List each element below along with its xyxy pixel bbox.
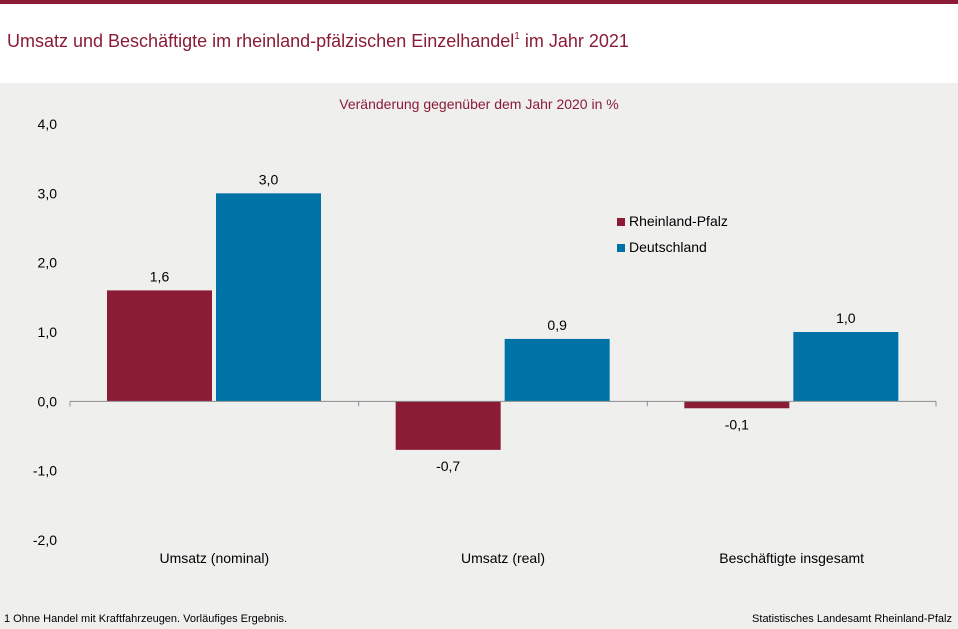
y-tick-label: 1,0 xyxy=(38,324,58,340)
footnote: 1 Ohne Handel mit Kraftfahrzeugen. Vorlä… xyxy=(4,613,288,625)
top-accent-rule xyxy=(0,0,958,4)
category-label: Umsatz (nominal) xyxy=(159,550,269,566)
bar xyxy=(216,193,321,402)
legend-label: Rheinland-Pfalz xyxy=(629,213,728,229)
data-label: -0,1 xyxy=(725,416,749,432)
chart-subtitle: Veränderung gegenüber dem Jahr 2020 in % xyxy=(339,96,619,112)
data-label: 0,9 xyxy=(547,317,567,333)
data-label: 3,0 xyxy=(259,171,279,187)
header-gap xyxy=(0,73,958,83)
chart-title: Umsatz und Beschäftigte im rheinland-pfä… xyxy=(7,31,629,52)
y-tick-label: -2,0 xyxy=(33,532,57,548)
y-tick-label: 2,0 xyxy=(38,255,58,271)
y-tick-label: 3,0 xyxy=(38,185,58,201)
chart-title-text: Umsatz und Beschäftigte im rheinland-pfä… xyxy=(7,31,515,51)
bar xyxy=(107,290,212,402)
bar xyxy=(504,338,610,402)
bar xyxy=(793,332,899,402)
data-label: 1,6 xyxy=(150,268,170,284)
header-bar: Umsatz und Beschäftigte im rheinland-pfä… xyxy=(0,4,958,73)
legend-swatch xyxy=(617,244,625,252)
chart-title-suffix: im Jahr 2021 xyxy=(519,31,629,51)
data-label: -0,7 xyxy=(436,458,460,474)
legend-label: Deutschland xyxy=(629,239,707,255)
y-tick-label: 4,0 xyxy=(38,116,58,132)
bar xyxy=(395,401,501,450)
data-label: 1,0 xyxy=(836,310,856,326)
y-tick-label: -1,0 xyxy=(33,463,57,479)
category-label: Umsatz (real) xyxy=(461,550,545,566)
category-label: Beschäftigte insgesamt xyxy=(719,550,864,566)
source-credit: Statistisches Landesamt Rheinland-Pfalz xyxy=(752,613,952,625)
bar xyxy=(684,401,790,409)
legend-swatch xyxy=(617,218,625,226)
title-footnote-mark: 1 xyxy=(514,31,520,42)
y-tick-label: 0,0 xyxy=(38,393,58,409)
